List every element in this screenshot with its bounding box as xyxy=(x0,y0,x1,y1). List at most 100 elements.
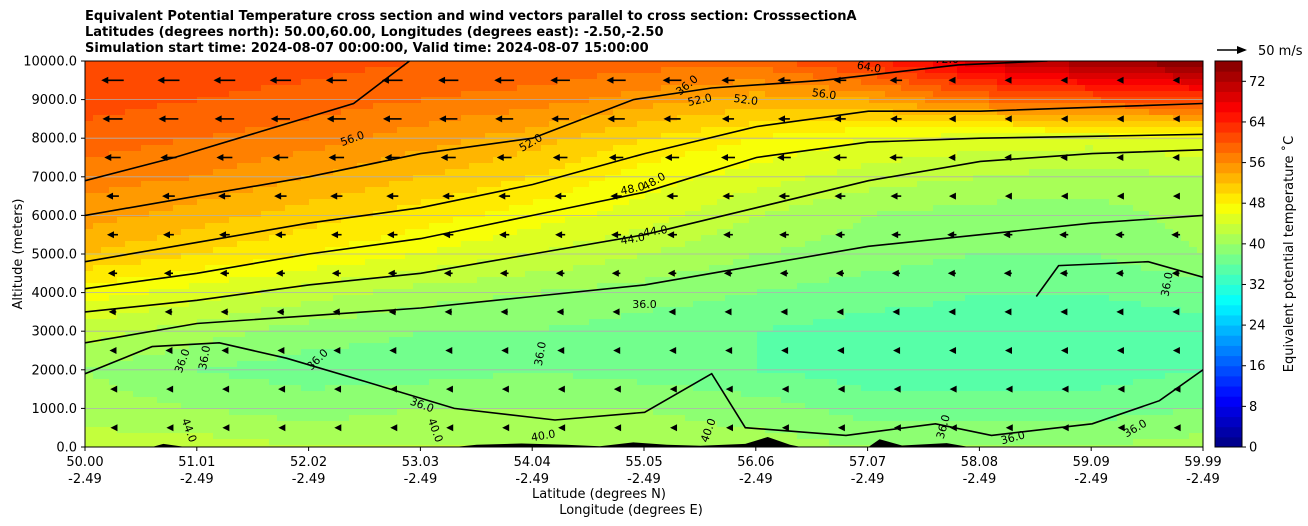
field-cell xyxy=(197,169,206,176)
field-cell xyxy=(157,145,166,152)
field-cell xyxy=(157,373,166,380)
field-cell xyxy=(501,157,510,164)
field-cell xyxy=(237,439,246,446)
field-cell xyxy=(317,121,326,128)
field-cell xyxy=(533,439,542,446)
field-cell xyxy=(525,205,534,212)
field-cell xyxy=(277,175,286,182)
field-cell xyxy=(509,283,518,290)
field-cell xyxy=(141,319,150,326)
field-cell xyxy=(261,103,270,110)
field-cell xyxy=(181,91,190,98)
field-cell xyxy=(293,271,302,278)
field-cell xyxy=(421,295,430,302)
field-cell xyxy=(165,133,174,140)
field-cell xyxy=(149,211,158,218)
field-cell xyxy=(349,91,358,98)
field-cell xyxy=(229,361,238,368)
field-cell xyxy=(445,325,454,332)
field-cell xyxy=(245,343,254,350)
field-cell xyxy=(493,229,502,236)
field-cell xyxy=(629,421,638,428)
field-cell xyxy=(237,211,246,218)
field-cell xyxy=(101,355,110,362)
field-cell xyxy=(213,415,222,422)
field-cell xyxy=(645,85,654,92)
field-cell xyxy=(421,391,430,398)
field-cell xyxy=(445,253,454,260)
field-cell xyxy=(85,199,94,206)
field-cell xyxy=(221,169,230,176)
field-cell xyxy=(373,169,382,176)
field-cell xyxy=(485,73,494,80)
field-cell xyxy=(117,427,126,434)
field-cell xyxy=(629,175,638,182)
field-cell xyxy=(293,439,302,446)
field-cell xyxy=(157,151,166,158)
field-cell xyxy=(541,253,550,260)
field-cell xyxy=(101,439,110,446)
field-cell xyxy=(685,67,694,74)
field-cell xyxy=(237,421,246,428)
field-cell xyxy=(645,415,654,422)
field-cell xyxy=(533,181,542,188)
field-cell xyxy=(517,349,526,356)
field-cell xyxy=(461,67,470,74)
field-cell xyxy=(165,175,174,182)
field-cell xyxy=(341,379,350,386)
field-cell xyxy=(349,349,358,356)
field-cell xyxy=(141,265,150,272)
field-cell xyxy=(437,85,446,92)
field-cell xyxy=(397,433,406,440)
field-cell xyxy=(613,91,622,98)
field-cell xyxy=(461,187,470,194)
field-cell xyxy=(349,385,358,392)
field-cell xyxy=(693,235,702,242)
field-cell xyxy=(437,139,446,146)
field-cell xyxy=(245,397,254,404)
field-cell xyxy=(301,355,310,362)
field-cell xyxy=(221,361,230,368)
field-cell xyxy=(133,403,142,410)
field-cell xyxy=(261,73,270,80)
field-cell xyxy=(117,439,126,446)
field-cell xyxy=(261,391,270,398)
field-cell xyxy=(109,187,118,194)
field-cell xyxy=(381,445,390,447)
field-cell xyxy=(653,403,662,410)
field-cell xyxy=(277,151,286,158)
field-cell xyxy=(133,277,142,284)
field-cell xyxy=(677,67,686,74)
field-cell xyxy=(349,445,358,447)
field-cell xyxy=(437,205,446,212)
field-cell xyxy=(293,67,302,74)
field-cell xyxy=(93,163,102,170)
field-cell xyxy=(133,409,142,416)
field-cell xyxy=(477,193,486,200)
field-cell xyxy=(85,265,94,272)
field-cell xyxy=(509,187,518,194)
field-cell xyxy=(597,295,606,302)
field-cell xyxy=(621,229,630,236)
field-cell xyxy=(293,145,302,152)
field-cell xyxy=(269,415,278,422)
field-cell xyxy=(501,415,510,422)
field-cell xyxy=(197,79,206,86)
field-cell xyxy=(125,199,134,206)
field-cell xyxy=(477,397,486,404)
field-cell xyxy=(581,337,590,344)
field-cell xyxy=(141,109,150,116)
field-cell xyxy=(677,109,686,116)
field-cell xyxy=(269,103,278,110)
field-cell xyxy=(693,253,702,260)
field-cell xyxy=(285,229,294,236)
field-cell xyxy=(325,91,334,98)
field-cell xyxy=(453,283,462,290)
field-cell xyxy=(341,109,350,116)
field-cell xyxy=(605,379,614,386)
field-cell xyxy=(437,349,446,356)
field-cell xyxy=(589,91,598,98)
field-cell xyxy=(637,283,646,290)
field-cell xyxy=(277,97,286,104)
field-cell xyxy=(269,355,278,362)
